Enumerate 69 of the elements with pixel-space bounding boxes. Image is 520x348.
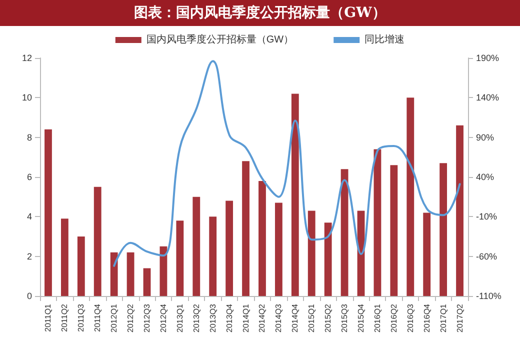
x-tick-label: 2014Q3	[274, 303, 284, 332]
y-tick-label: 8	[26, 132, 32, 142]
y2-tick-label: 40%	[476, 172, 494, 182]
y-tick-label: 6	[26, 172, 32, 182]
bar	[44, 129, 52, 296]
y-tick-label: 12	[22, 53, 32, 63]
x-tick-label: 2016Q1	[372, 303, 382, 332]
y2-tick-label: 140%	[476, 92, 500, 103]
x-tick-label: 2013Q2	[192, 303, 201, 332]
bar	[160, 246, 168, 296]
x-tick-label: 2015Q4	[356, 303, 366, 332]
legend-label: 同比增速	[364, 34, 405, 46]
x-tick-label: 2016Q4	[422, 303, 432, 332]
bar	[258, 180, 266, 296]
bar	[242, 161, 250, 296]
x-tick-label: 2011Q4	[93, 303, 102, 332]
x-tick-label: 2017Q2	[455, 303, 464, 332]
bar	[274, 202, 282, 296]
bar	[340, 169, 348, 296]
x-tick-label: 2015Q2	[324, 303, 333, 332]
y-tick-label: 10	[22, 92, 32, 103]
bar	[423, 212, 431, 296]
x-tick-label: 2011Q2	[60, 303, 70, 332]
y2-tick-label: -10%	[476, 212, 498, 222]
bar	[176, 220, 184, 296]
line-series	[113, 60, 461, 267]
x-tick-label: 2012Q2	[126, 303, 136, 332]
bar	[440, 163, 448, 296]
x-tick-label: 2012Q1	[110, 303, 119, 332]
bar	[209, 216, 217, 296]
x-tick-label: 2015Q1	[307, 303, 316, 332]
x-tick-label: 2013Q4	[224, 303, 234, 332]
bar	[192, 196, 200, 296]
bar	[110, 252, 118, 296]
y-tick-label: 2	[26, 251, 32, 262]
x-tick-label: 2016Q2	[389, 303, 398, 332]
x-tick-label: 2013Q3	[208, 303, 218, 332]
bar	[308, 210, 316, 296]
y2-tick-label: 190%	[476, 53, 500, 63]
x-tick-label: 2012Q4	[158, 303, 168, 332]
bar	[406, 98, 414, 296]
y-tick-label: 0	[26, 291, 32, 301]
y2-tick-label: 90%	[476, 132, 494, 142]
bar	[77, 236, 85, 296]
bar	[126, 252, 134, 296]
x-tick-label: 2013Q1	[175, 303, 184, 332]
x-tick-label: 2012Q3	[142, 303, 152, 332]
x-tick-label: 2014Q4	[290, 303, 300, 332]
bar	[60, 218, 68, 296]
y2-tick-label: -60%	[476, 251, 498, 262]
x-tick-label: 2011Q3	[76, 303, 86, 332]
y2-tick-label: -110%	[476, 291, 502, 301]
x-tick-label: 2014Q1	[241, 303, 250, 332]
x-tick-label: 2014Q2	[258, 303, 267, 332]
bar	[324, 222, 332, 296]
bar	[374, 149, 382, 296]
bar	[226, 200, 234, 296]
chart-title: 图表：国内风电季度公开招标量（GW）	[0, 0, 520, 26]
bar	[390, 165, 398, 296]
y-tick-label: 4	[26, 212, 32, 222]
x-tick-label: 2015Q3	[340, 303, 350, 332]
bar	[291, 94, 299, 296]
legend-label: 国内风电季度公开招标量（GW）	[146, 34, 294, 46]
x-tick-label: 2017Q1	[438, 303, 448, 332]
bar	[94, 186, 102, 296]
bar	[456, 125, 464, 296]
x-tick-label: 2011Q1	[44, 303, 53, 332]
bar	[143, 268, 151, 296]
x-tick-label: 2016Q3	[406, 303, 415, 332]
